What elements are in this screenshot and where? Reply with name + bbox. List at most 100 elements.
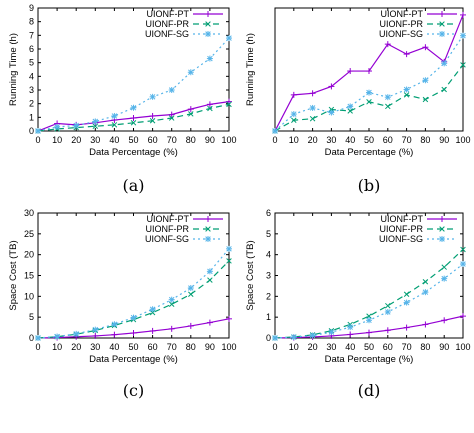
x-axis-label: Data Percentage (%) [89, 147, 178, 158]
marker-stroke [291, 117, 297, 123]
data-point [384, 308, 391, 315]
marker-stroke [168, 87, 175, 93]
data-point [149, 306, 156, 313]
x-tick-label: 60 [148, 135, 158, 145]
x-tick-label: 40 [109, 135, 119, 145]
data-point [347, 68, 354, 75]
data-point [73, 122, 80, 129]
marker-stroke [188, 111, 194, 117]
marker-stroke [35, 335, 41, 341]
data-point [111, 331, 118, 338]
marker-stroke [149, 306, 156, 313]
marker-stroke [422, 96, 429, 103]
legend-label: UIONF-PR [146, 19, 190, 29]
marker-stroke [92, 326, 99, 333]
chart-panel-1: 0 10 20 30 40 50 60 70 80 90 100 0 1 2 3 4 5 6 7 8 9 Data Per… [8, 3, 237, 195]
x-tick-label: 70 [167, 342, 177, 352]
series-line-uionf-pr [274, 64, 464, 132]
data-point [92, 123, 99, 129]
data-point [92, 326, 99, 333]
x-axis-label: Data Percentage (%) [325, 354, 414, 365]
marker-stroke [130, 120, 137, 126]
data-point [403, 86, 410, 93]
data-point [206, 268, 213, 275]
marker-stroke [205, 226, 211, 232]
legend-label: UIONF-PR [146, 224, 190, 234]
x-tick-label: 60 [383, 135, 393, 145]
data-point [328, 329, 335, 336]
data-point [460, 313, 466, 320]
x-tick-label: 100 [455, 342, 470, 352]
legend-label: UIONF-PT [381, 9, 424, 19]
x-tick-label: 20 [308, 342, 318, 352]
legend-marker [439, 21, 445, 27]
x-tick-label: 30 [326, 342, 336, 352]
x-tick-label: 10 [289, 342, 299, 352]
marker-stroke [272, 335, 278, 341]
marker-stroke [226, 258, 232, 264]
panel-caption: (a) [122, 176, 144, 195]
data-point [290, 111, 297, 118]
marker-stroke [188, 291, 194, 298]
data-point [347, 108, 353, 114]
marker-stroke [207, 268, 213, 275]
marker-stroke [385, 302, 391, 309]
marker-stroke [73, 331, 79, 337]
data-point [441, 275, 448, 282]
x-tick-label: 40 [345, 135, 355, 145]
series-line-uionf-sg [37, 248, 230, 339]
marker-stroke [205, 21, 211, 27]
data-point [168, 296, 175, 303]
x-tick-label: 70 [402, 135, 412, 145]
data-point [149, 112, 156, 119]
x-tick-label: 80 [186, 135, 196, 145]
marker-stroke [385, 94, 391, 100]
y-tick-label: 1 [266, 312, 271, 322]
marker-stroke [441, 60, 447, 67]
marker-stroke [309, 105, 316, 111]
data-point [35, 128, 41, 134]
data-point [92, 332, 99, 339]
data-point [460, 62, 466, 68]
x-tick-label: 30 [90, 342, 100, 352]
y-tick-label: 0 [29, 333, 34, 343]
marker-stroke [130, 314, 137, 321]
chart-panel-4: 0 10 20 30 40 50 60 70 80 90 100 0 1 2 3 4 5 6 Data Percen… [245, 208, 471, 400]
x-tick-label: 60 [383, 342, 393, 352]
marker-stroke [291, 334, 297, 340]
marker-stroke [422, 77, 429, 84]
x-tick-label: 100 [221, 342, 236, 352]
marker-stroke [422, 289, 429, 295]
y-tick-label: 2 [29, 99, 34, 109]
data-point [422, 77, 429, 84]
legend-marker [205, 11, 211, 17]
marker-stroke [92, 118, 99, 125]
y-tick-label: 8 [29, 17, 34, 27]
data-point [460, 11, 466, 18]
marker-stroke [73, 122, 79, 129]
marker-stroke [403, 291, 410, 298]
data-point [366, 99, 372, 105]
data-point [111, 321, 118, 328]
y-tick-label: 2 [266, 291, 271, 301]
legend-marker [205, 31, 211, 37]
x-tick-label: 90 [205, 135, 215, 145]
data-point [403, 92, 410, 98]
y-axis-label: Space Cost (TB) [8, 240, 19, 310]
data-point [366, 89, 372, 96]
marker-stroke [366, 99, 372, 105]
x-tick-label: 50 [364, 135, 374, 145]
data-point [149, 327, 156, 334]
x-tick-label: 70 [402, 342, 412, 352]
marker-stroke [188, 69, 194, 75]
marker-stroke [439, 31, 445, 37]
legend-marker [205, 236, 211, 242]
data-point [188, 291, 194, 298]
x-tick-label: 30 [326, 135, 336, 145]
x-tick-label: 70 [167, 135, 177, 145]
data-point [226, 101, 232, 108]
x-tick-label: 20 [308, 135, 318, 145]
data-point [149, 93, 156, 100]
marker-stroke [366, 313, 372, 319]
